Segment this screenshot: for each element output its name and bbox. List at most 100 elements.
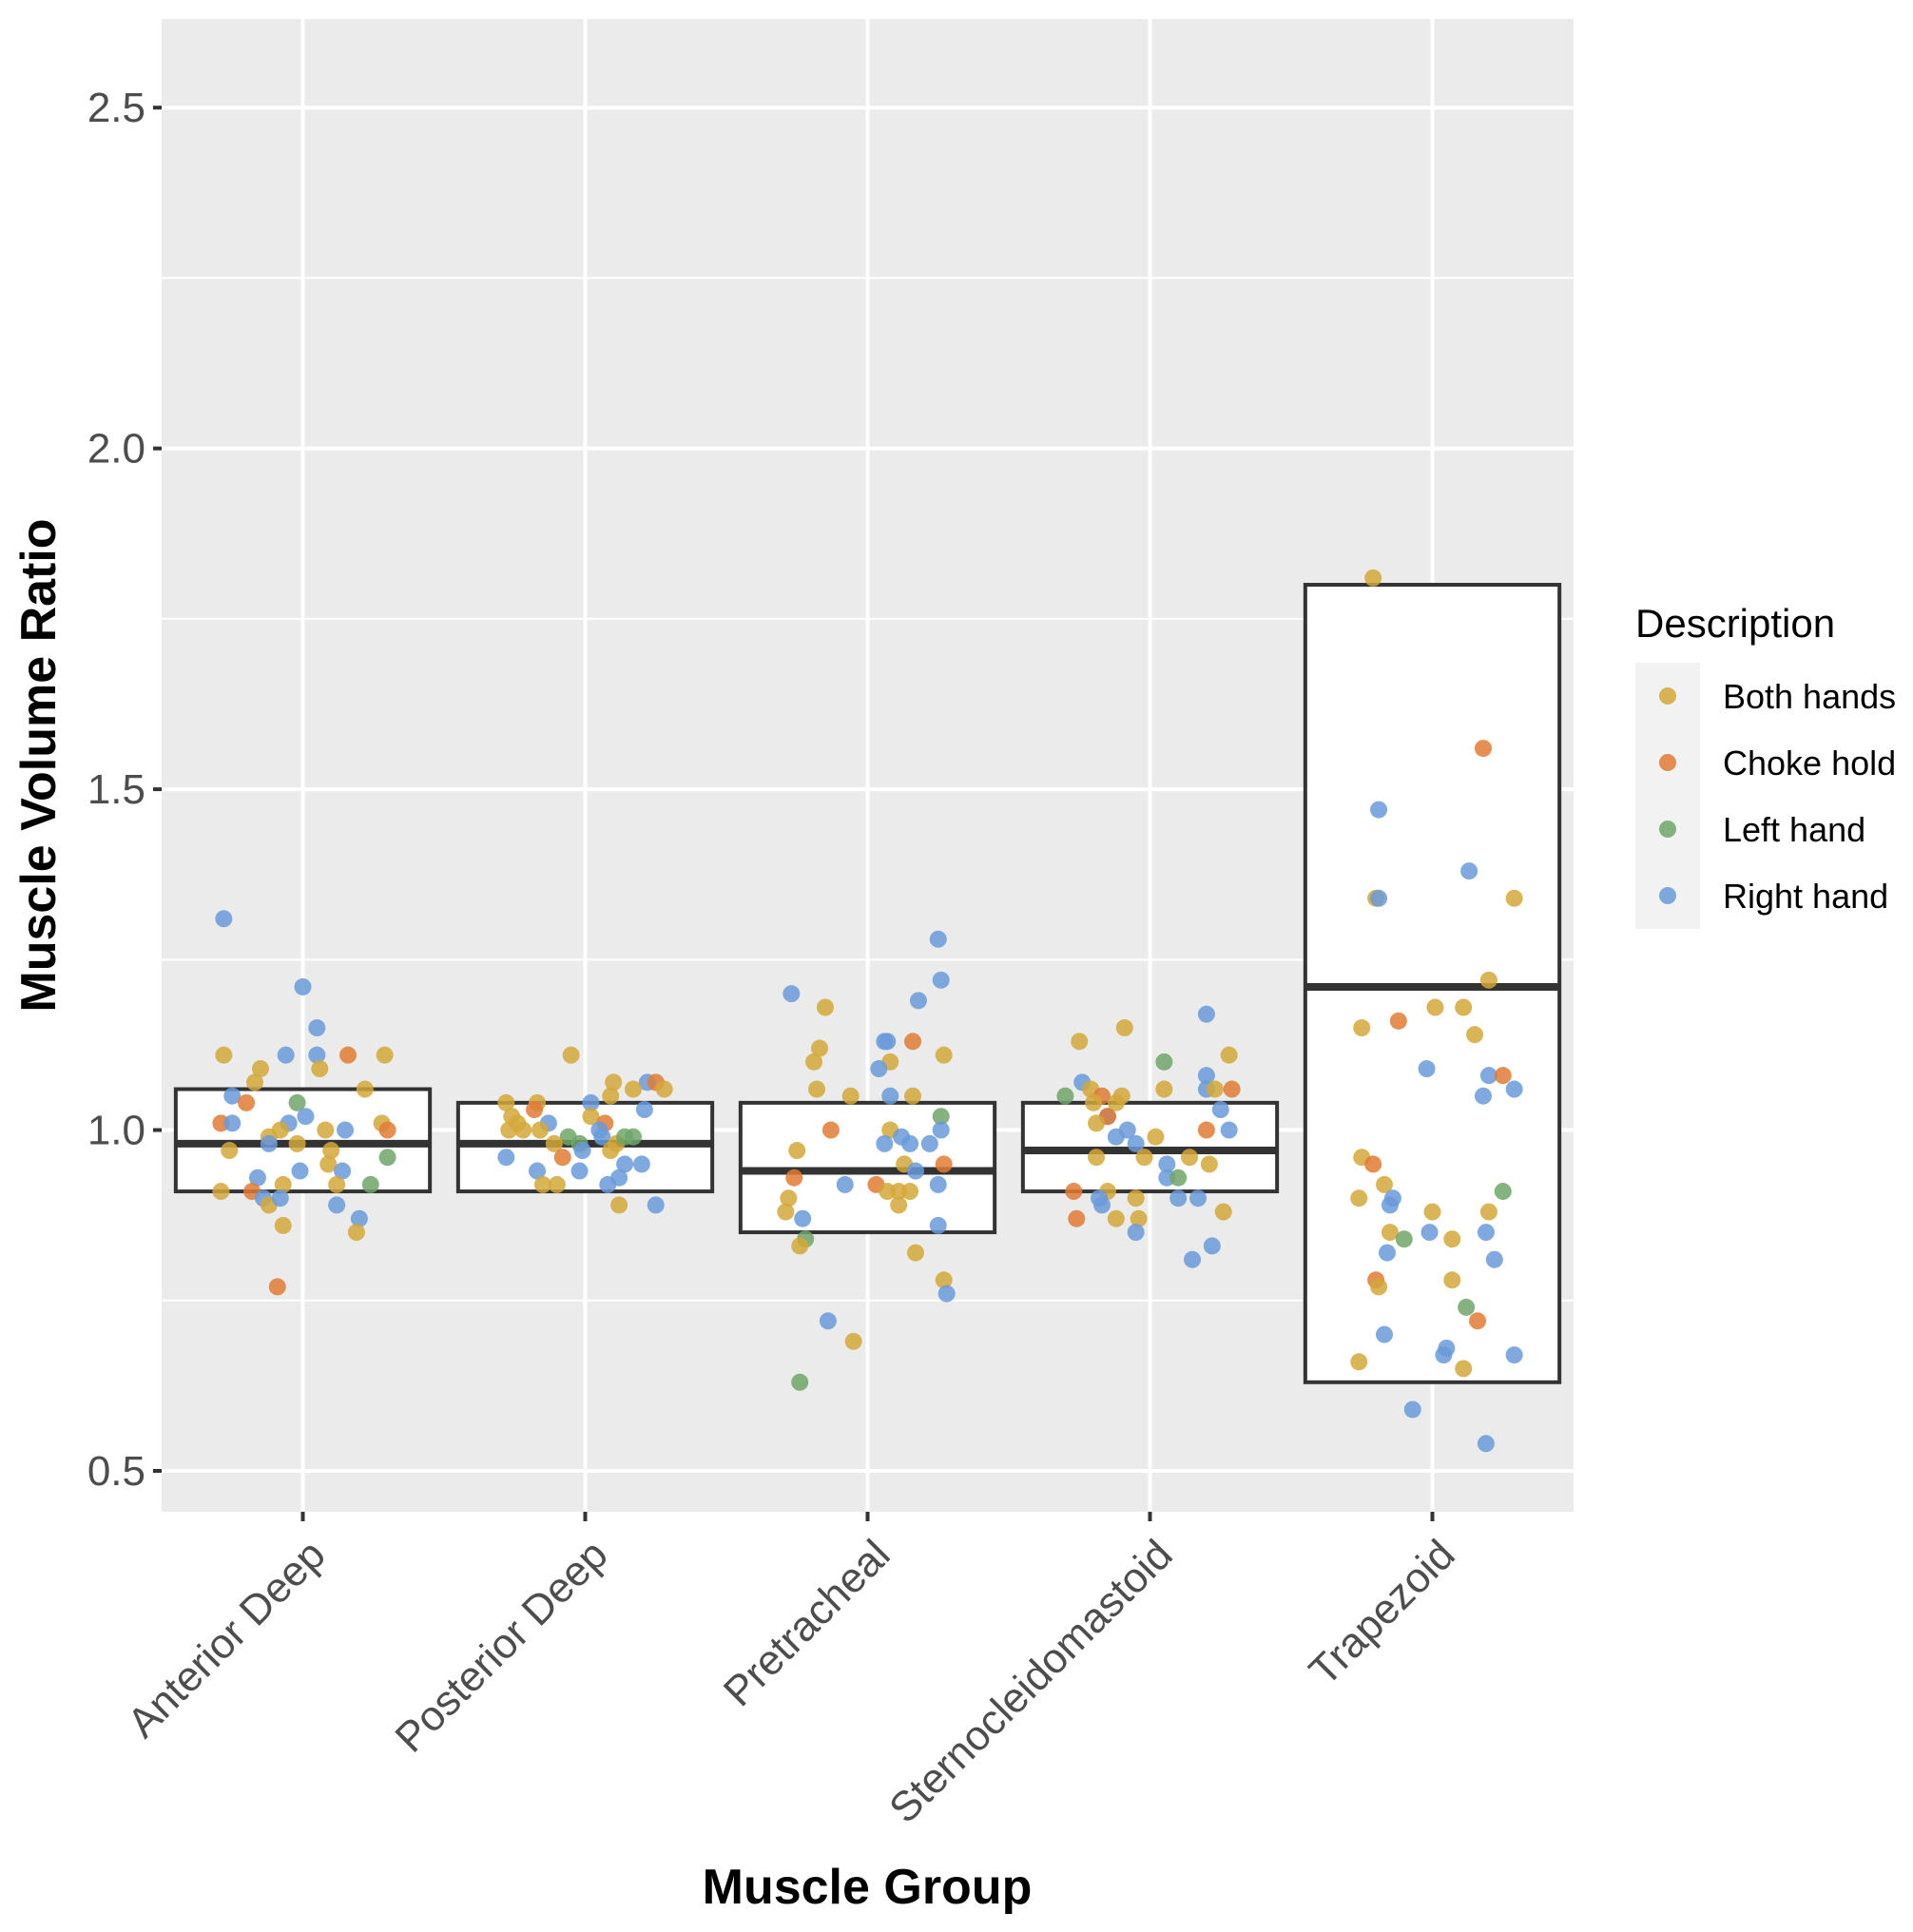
data-point: [808, 1080, 826, 1098]
data-point: [1466, 1026, 1484, 1044]
data-point: [1479, 971, 1498, 989]
data-point: [356, 1080, 374, 1098]
data-point: [1435, 1346, 1453, 1364]
data-point: [1107, 1209, 1125, 1227]
data-point: [1378, 1244, 1396, 1262]
data-point: [632, 1155, 650, 1173]
data-point: [337, 1121, 355, 1139]
data-point: [308, 1019, 326, 1037]
data-point: [890, 1196, 908, 1214]
data-point: [1477, 1435, 1495, 1453]
legend-items: Both hands Choke hold Left hand Right hand: [1659, 677, 1896, 916]
data-point: [932, 971, 950, 989]
data-point: [655, 1080, 673, 1098]
data-point: [819, 1312, 837, 1330]
data-point: [1107, 1093, 1125, 1111]
data-point: [570, 1162, 589, 1180]
data-point: [294, 977, 312, 995]
data-point: [1455, 1360, 1473, 1378]
data-point: [274, 1216, 292, 1234]
data-point: [334, 1162, 352, 1180]
data-point: [602, 1087, 620, 1105]
data-point: [929, 930, 947, 948]
data-point: [545, 1134, 563, 1152]
data-point: [1223, 1080, 1241, 1098]
data-point: [246, 1073, 264, 1092]
data-point: [599, 1175, 617, 1193]
data-point: [616, 1155, 634, 1173]
x-tick-label: Pretracheal: [715, 1531, 899, 1715]
data-point: [876, 1134, 894, 1152]
data-point: [1423, 1203, 1441, 1221]
data-point: [821, 1121, 840, 1139]
data-point: [1376, 1325, 1394, 1343]
data-point: [906, 1244, 924, 1262]
data-point: [901, 1134, 919, 1152]
data-point: [582, 1108, 600, 1126]
data-point: [932, 1121, 950, 1139]
data-point: [844, 1332, 862, 1350]
data-point: [1389, 1012, 1407, 1030]
data-point: [215, 910, 233, 928]
data-point: [635, 1101, 653, 1119]
data-point: [311, 1060, 329, 1078]
data-point: [1214, 1203, 1232, 1221]
data-point: [624, 1080, 642, 1098]
x-tick-label: Sternocleidomastoid: [880, 1531, 1182, 1832]
data-point: [1203, 1237, 1221, 1255]
data-point: [1494, 1183, 1512, 1201]
data-point: [322, 1142, 340, 1160]
data-point: [816, 998, 834, 1016]
data-point: [624, 1128, 642, 1146]
data-point: [929, 1175, 947, 1193]
data-point: [271, 1189, 289, 1208]
data-point: [1071, 1033, 1089, 1051]
data-point: [212, 1183, 230, 1201]
data-point: [1469, 1312, 1487, 1330]
x-tick-label: Posterior Deep: [386, 1531, 616, 1761]
data-point: [1135, 1149, 1153, 1167]
data-point: [780, 1189, 798, 1208]
data-point: [1127, 1189, 1145, 1208]
y-tick-label: 2.5: [87, 85, 145, 131]
data-point: [610, 1196, 628, 1214]
data-point: [277, 1046, 295, 1064]
data-point: [904, 1033, 922, 1051]
data-point: [317, 1121, 335, 1139]
data-point: [1458, 1298, 1476, 1316]
data-point: [526, 1101, 544, 1119]
data-point: [1169, 1189, 1188, 1208]
data-point: [881, 1087, 899, 1105]
data-point: [1381, 1224, 1399, 1242]
data-point: [533, 1175, 551, 1193]
data-point: [223, 1114, 242, 1132]
data-point: [328, 1175, 346, 1193]
x-tick-label: Anterior Deep: [119, 1531, 335, 1747]
data-point: [1188, 1189, 1207, 1208]
x-axis: Anterior Deep Posterior Deep PretrachealSt…: [119, 1512, 1464, 1832]
data-point: [785, 1169, 803, 1187]
legend-key: [1659, 687, 1676, 705]
data-point: [1505, 1346, 1523, 1364]
data-point: [788, 1142, 806, 1160]
data-point: [1364, 1155, 1382, 1173]
data-point: [347, 1224, 365, 1242]
data-point: [909, 992, 927, 1010]
data-point: [593, 1128, 611, 1146]
data-point: [339, 1046, 357, 1064]
data-point: [811, 1039, 829, 1057]
boxes: [173, 583, 1562, 1384]
data-point: [1455, 998, 1473, 1016]
y-tick-label: 2.0: [87, 426, 145, 473]
data-point: [841, 1087, 860, 1105]
data-point: [1197, 1067, 1215, 1085]
data-point: [1420, 1224, 1439, 1242]
data-point: [870, 1060, 888, 1078]
data-point: [1460, 862, 1478, 880]
data-point: [238, 1093, 256, 1111]
data-point: [937, 1285, 956, 1303]
x-axis-title: Muscle Group: [703, 1860, 1033, 1915]
data-point: [1370, 801, 1388, 819]
data-point: [1381, 1196, 1399, 1214]
data-point: [1088, 1149, 1106, 1167]
